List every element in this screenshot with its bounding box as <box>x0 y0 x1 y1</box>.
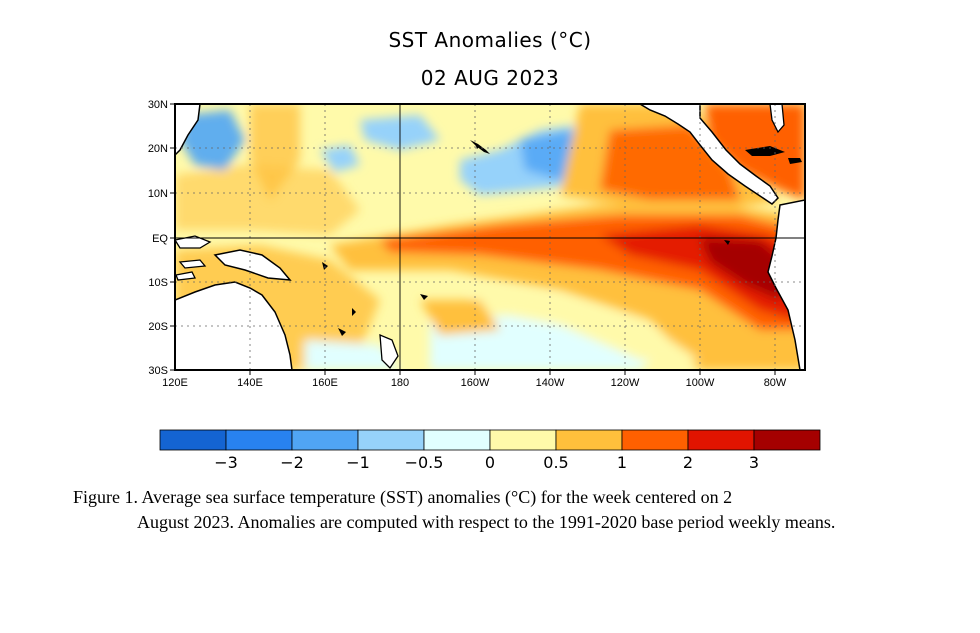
colorbar-label: 2 <box>683 453 693 472</box>
caption-line-1: Figure 1. Average sea surface temperatur… <box>73 487 733 507</box>
lon-label: 160E <box>312 377 338 389</box>
lat-label: 10N <box>148 188 168 200</box>
lon-label: 140E <box>237 377 263 389</box>
colorbar-label: 3 <box>749 453 759 472</box>
colorbar-swatch <box>357 429 425 451</box>
colorbar-swatch <box>291 429 359 451</box>
colorbar-swatch <box>159 429 227 451</box>
colorbar-label: 0.5 <box>543 453 568 472</box>
colorbar-swatch <box>621 429 689 451</box>
colorbar-label: 1 <box>617 453 627 472</box>
lat-label: 30S <box>148 365 168 377</box>
colorbar-label: −0.5 <box>405 453 444 472</box>
lon-axis: 120E 140E 160E 180 160W 140W 120W 100W 8… <box>162 377 787 389</box>
lat-label: 20N <box>148 143 168 155</box>
lat-label: 30N <box>148 99 168 111</box>
map-reference-lines <box>175 104 805 370</box>
colorbar-swatch <box>753 429 821 451</box>
lon-label: 120E <box>162 377 188 389</box>
lat-axis: 30N 20N 10N EQ 10S 20S 30S <box>148 99 169 377</box>
map-gridlines <box>175 104 805 370</box>
colorbar-label: 0 <box>485 453 495 472</box>
colorbar <box>159 429 821 451</box>
lon-ticks <box>249 370 776 375</box>
colorbar-swatch <box>423 429 491 451</box>
colorbar-label: −3 <box>214 453 238 472</box>
lat-label: EQ <box>152 233 168 245</box>
map-frame <box>174 103 806 371</box>
lat-label: 10S <box>148 277 168 289</box>
colorbar-label: −2 <box>280 453 304 472</box>
map-title: SST Anomalies (°C) <box>388 28 592 52</box>
lon-label: 100W <box>686 377 715 389</box>
lon-label: 160W <box>461 377 490 389</box>
lon-label: 80W <box>764 377 787 389</box>
lon-label: 120W <box>611 377 640 389</box>
lat-ticks <box>170 103 175 371</box>
lon-label: 180 <box>391 377 409 389</box>
colorbar-swatch <box>687 429 755 451</box>
caption-continuation: August 2023. Anomalies are computed with… <box>137 512 836 532</box>
map-date: 02 AUG 2023 <box>420 66 560 90</box>
lat-label: 20S <box>148 321 168 333</box>
colorbar-swatch <box>225 429 293 451</box>
anomaly-field <box>175 104 805 370</box>
figure-caption: Figure 1. Average sea surface temperatur… <box>73 485 933 535</box>
colorbar-label: −1 <box>346 453 370 472</box>
lon-label: 140W <box>536 377 565 389</box>
colorbar-swatch <box>555 429 623 451</box>
colorbar-swatch <box>489 429 557 451</box>
colorbar-labels: −3 −2 −1 −0.5 0 0.5 1 2 3 <box>214 453 759 472</box>
